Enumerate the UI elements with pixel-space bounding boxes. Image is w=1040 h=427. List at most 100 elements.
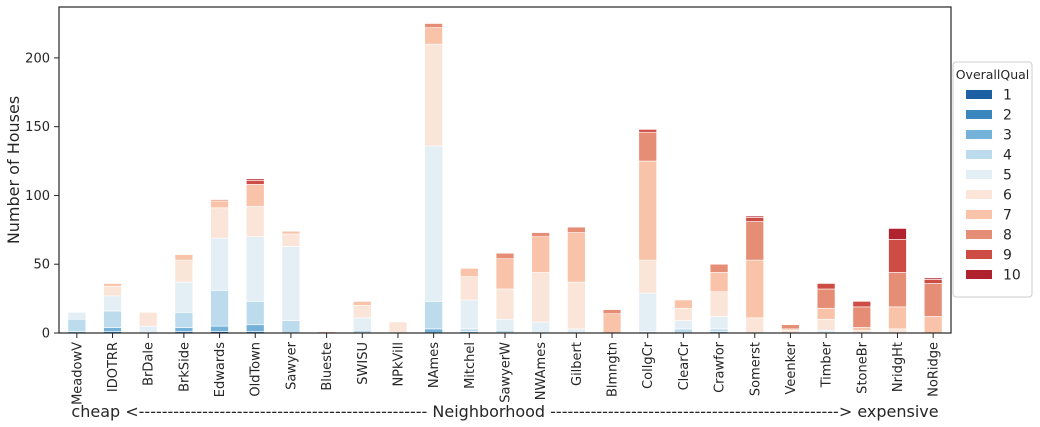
bar-segment-mitchel-q4 (460, 328, 479, 332)
legend-title: OverallQual (956, 67, 1030, 82)
legend-swatch-6 (966, 190, 992, 199)
bar-segment-idotrr-q4 (103, 310, 122, 328)
bar-segment-names-q7 (424, 27, 443, 45)
bar-segment-idotrr-q7 (103, 283, 122, 287)
legend-label-3: 3 (1003, 128, 1012, 144)
bar-segment-mitchel-q5 (460, 299, 479, 330)
bar-segment-names-q3 (424, 328, 443, 334)
bar-segment-crawfor-q8 (709, 263, 729, 273)
bar-segment-meadowv-q5 (67, 312, 87, 320)
x-tick-label-brdale: BrDale (142, 342, 157, 386)
bar-segment-nwames-q5 (531, 321, 550, 334)
bar-segment-brkside-q5 (174, 281, 194, 313)
legend-label-6: 6 (1003, 188, 1012, 204)
legend-frame (952, 61, 1033, 298)
bar-segment-brkside-q3 (174, 327, 194, 332)
bar-segment-sawyer-q7 (281, 230, 301, 235)
x-axis: MeadowV IDOTRR BrDale BrkSide Edwards OldTown… (70, 333, 942, 405)
bar-segment-swisu-q7 (353, 301, 372, 306)
bar-segment-oldtown-q3 (246, 324, 265, 332)
bar-segment-collgcr-q6 (638, 259, 657, 294)
bar-segment-brkside-q6 (174, 259, 194, 283)
bar-segment-stonebr-q7 (852, 327, 872, 331)
legend-swatch-8 (966, 230, 992, 239)
bar-segment-collgcr-q7 (638, 160, 657, 261)
bar-segment-names-q4 (424, 301, 443, 330)
bar-segment-brkside-q7 (174, 254, 194, 261)
x-tick-label-somerst: Somerst (748, 342, 763, 396)
legend-label-8: 8 (1003, 228, 1012, 244)
x-tick-label-blueste: Blueste (320, 342, 335, 391)
bar-segment-oldtown-q10 (246, 178, 265, 181)
bar-segment-nridght-q10 (888, 228, 907, 240)
legend-swatch-2 (966, 110, 992, 119)
bar-segment-sawyer-q6 (281, 233, 301, 247)
legend-swatch-5 (966, 170, 992, 179)
bar-segment-stonebr-q9 (852, 301, 872, 308)
bar-segment-edwards-q8 (210, 199, 229, 202)
bar-segment-noridge-q10 (923, 277, 943, 280)
bar-segment-blmngtn-q7 (602, 313, 622, 334)
bar-segment-nwames-q6 (531, 272, 550, 323)
x-tick-label-oldtown: OldTown (249, 342, 264, 397)
bar-segment-swisu-q5 (353, 317, 372, 331)
bar-segment-brdale-q6 (138, 312, 158, 327)
bar-segment-npkvill-q6 (388, 321, 408, 334)
bar-segment-nwames-q7 (531, 236, 550, 273)
bar-segment-brdale-q5 (138, 325, 158, 334)
bar-segment-sawyerw-q6 (495, 288, 515, 320)
bar-segment-nridght-q6 (888, 328, 907, 334)
x-tick-label-swisu: SWISU (356, 342, 371, 385)
legend-swatch-9 (966, 250, 992, 259)
bar-segment-gilbert-q8 (567, 226, 586, 233)
bar-segment-nwames-q8 (531, 232, 550, 238)
bar-segment-oldtown-q9 (246, 180, 265, 185)
y-axis: 0 50 100 150 200 (25, 51, 59, 342)
bar-segment-sawyerw-q8 (495, 252, 515, 260)
bar-segment-edwards-q3 (210, 325, 229, 332)
bar-segment-crawfor-q6 (709, 291, 729, 317)
bar-segment-edwards-q4 (210, 290, 229, 327)
bar-segment-idotrr-q3 (103, 327, 122, 332)
bar-segment-collgcr-q5 (638, 292, 657, 332)
legend-label-9: 9 (1003, 248, 1012, 264)
bar-segment-crawfor-q7 (709, 272, 729, 293)
bar-segment-edwards-q5 (210, 237, 229, 291)
bar-segment-idotrr-q5 (103, 295, 122, 312)
legend-swatch-4 (966, 150, 992, 159)
bar-segment-names-q6 (424, 43, 443, 147)
y-axis-title: Number of Houses (4, 96, 23, 244)
x-tick-label-names: NAmes (427, 342, 442, 388)
bars-layer (67, 23, 943, 334)
y-tick-label: 100 (25, 189, 50, 204)
bar-segment-timber-q6 (816, 318, 836, 331)
bar-segment-edwards-q7 (210, 200, 229, 209)
x-tick-label-gilbert: Gilbert (570, 342, 585, 386)
y-tick-label: 0 (42, 327, 50, 342)
bar-segment-crawfor-q5 (709, 316, 729, 330)
bar-segment-sawyer-q5 (281, 246, 301, 321)
bar-segment-gilbert-q5 (567, 328, 586, 334)
legend-swatch-1 (966, 90, 992, 99)
bar-segment-clearcr-q5 (674, 320, 693, 330)
legend-label-2: 2 (1003, 108, 1012, 124)
legend-label-7: 7 (1003, 208, 1012, 224)
legend-label-5: 5 (1003, 168, 1012, 184)
x-tick-label-veenker: Veenker (784, 341, 799, 394)
bar-segment-somerst-q10 (745, 215, 764, 218)
bar-segment-oldtown-q5 (246, 236, 265, 302)
bar-segment-nridght-q8 (888, 272, 907, 308)
bar-segment-sawyerw-q5 (495, 318, 515, 331)
y-tick-label: 200 (25, 51, 50, 66)
bar-segment-idotrr-q6 (103, 285, 122, 297)
bar-segment-mitchel-q7 (460, 268, 479, 277)
legend: OverallQual 1 2 3 4 5 6 7 8 9 10 (952, 61, 1033, 298)
legend-label-10: 10 (1003, 268, 1021, 284)
x-tick-label-clearcr: ClearCr (677, 341, 692, 390)
x-tick-label-noridge: NoRidge (927, 342, 942, 397)
bar-segment-crawfor-q4 (709, 328, 729, 332)
bar-segment-noridge-q7 (923, 316, 943, 334)
bar-segment-edwards-q6 (210, 207, 229, 239)
bar-segment-names-q5 (424, 145, 443, 302)
